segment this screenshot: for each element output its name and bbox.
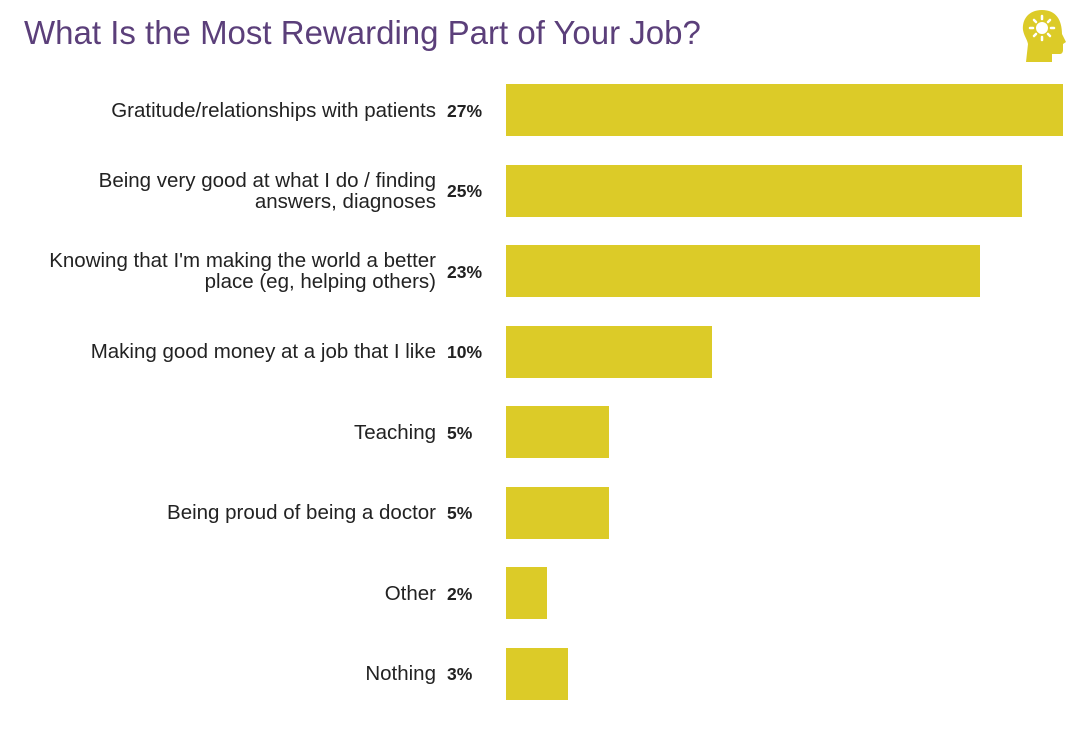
value-label: 3% — [447, 664, 473, 684]
category-label: Making good money at a job that I like — [90, 340, 436, 363]
bar — [506, 164, 1022, 217]
category-label: Being very good at what I do / finding a… — [98, 168, 436, 213]
category-label: Being proud of being a doctor — [167, 501, 436, 524]
value-label: 25% — [447, 181, 483, 201]
value-label: 23% — [447, 261, 483, 282]
category-label: Other — [384, 581, 436, 605]
bar — [506, 647, 568, 700]
category-label: Nothing — [365, 662, 436, 685]
chart-title: What Is the Most Rewarding Part of Your … — [24, 14, 701, 51]
value-label: 5% — [447, 503, 473, 523]
value-label: 5% — [447, 422, 473, 443]
category-label: Knowing that I'm making the world a bett… — [49, 249, 436, 293]
bar — [506, 406, 610, 458]
head-icon — [1022, 10, 1066, 62]
bar — [506, 567, 548, 619]
value-label: 10% — [447, 342, 483, 362]
bar — [506, 245, 981, 297]
bar — [506, 325, 713, 378]
category-label: Gratitude/relationships with patients — [111, 98, 436, 122]
bar — [506, 486, 610, 539]
category-label: Teaching — [353, 420, 436, 444]
value-label: 27% — [447, 100, 483, 121]
value-label: 2% — [447, 583, 473, 604]
bar — [506, 84, 1063, 136]
